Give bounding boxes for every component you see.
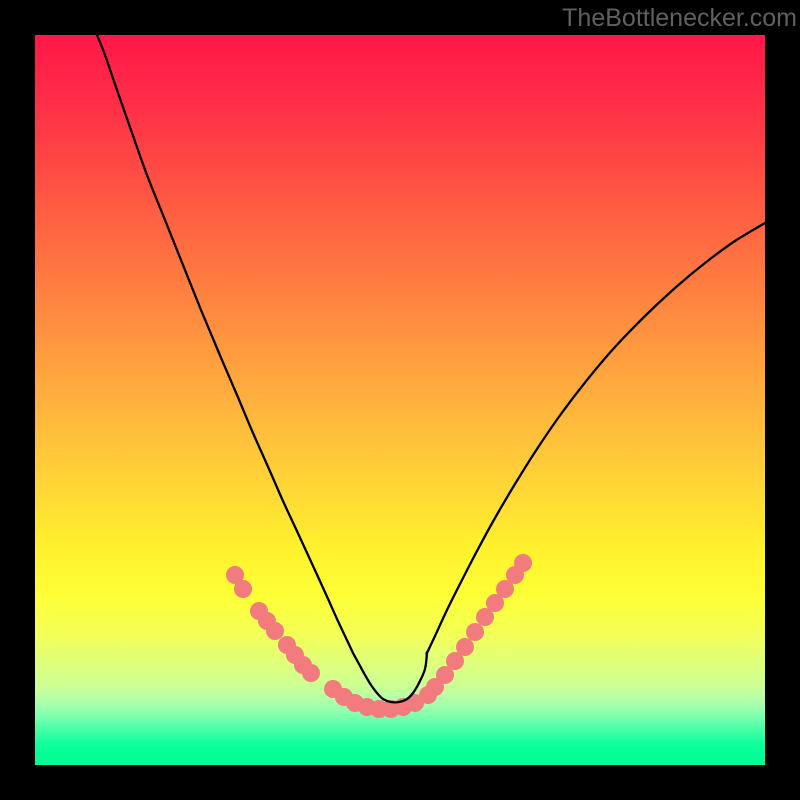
data-dot: [234, 580, 252, 598]
dots-group: [226, 554, 532, 718]
data-dot: [514, 554, 532, 572]
data-dot: [266, 622, 284, 640]
plot-area: [35, 35, 765, 765]
bottleneck-curve: [97, 35, 765, 702]
watermark-text: TheBottlenecker.com: [562, 4, 797, 33]
data-dot: [456, 638, 474, 656]
data-dot: [466, 623, 484, 641]
data-dot: [302, 664, 320, 682]
curve-layer: [35, 35, 765, 765]
